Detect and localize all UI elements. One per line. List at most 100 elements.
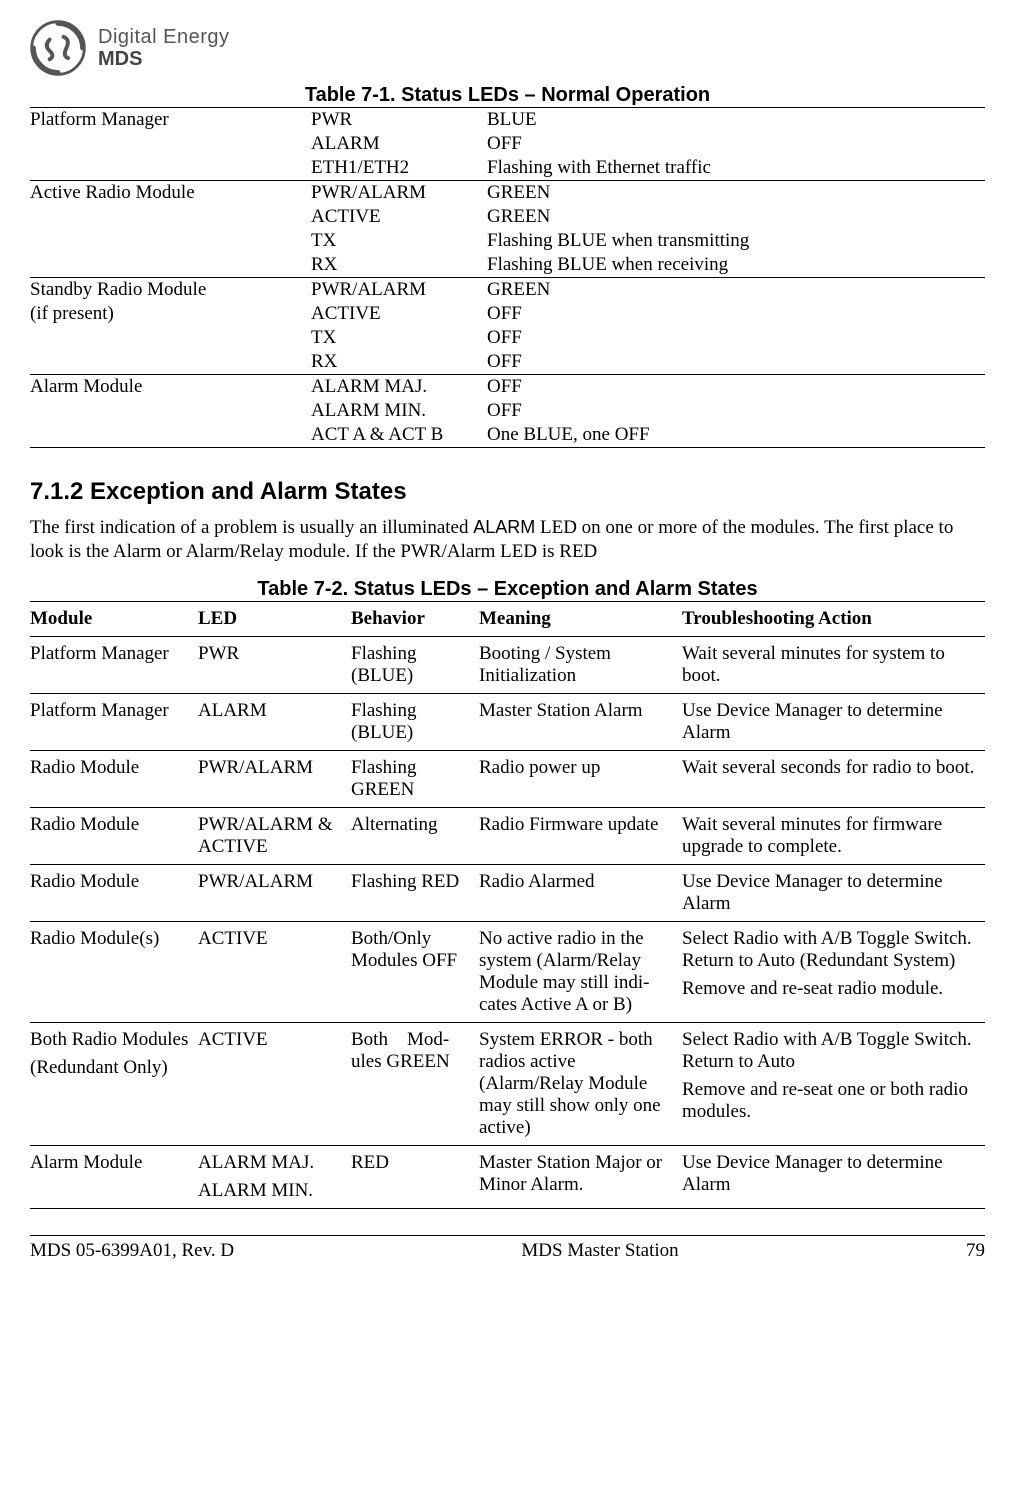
cell-text: System ERROR - both radios active (Alarm… — [479, 1029, 674, 1139]
column-header: Meaning — [479, 601, 682, 636]
module-cell — [30, 399, 311, 423]
c4-cell: No active radio in the system (Alarm/Rel… — [479, 921, 682, 1022]
c3-cell: RED — [351, 1145, 479, 1208]
c2-cell: ALARM MAJ. ALARM MIN. — [198, 1145, 351, 1208]
cell-text: ALARM MAJ. — [198, 1152, 343, 1174]
cell-text: Platform Manager — [30, 643, 190, 665]
led-cell: RX — [311, 253, 487, 278]
module-cell — [30, 229, 311, 253]
cell-text: ACTIVE — [198, 1029, 343, 1051]
module-cell — [30, 205, 311, 229]
c3-cell: Flashing RED — [351, 864, 479, 921]
c2-cell: ALARM — [198, 693, 351, 750]
c1-cell: Radio Module(s) — [30, 921, 198, 1022]
para-mono: ALARM — [473, 517, 535, 537]
cell-text: Use Device Manager to determine Alarm — [682, 700, 977, 744]
table-row: ALARMOFF — [30, 132, 985, 156]
module-cell — [30, 156, 311, 181]
cell-text: (Redundant Only) — [30, 1057, 190, 1079]
cell-text: PWR/ALARM — [198, 871, 343, 893]
cell-text: Radio Firmware update — [479, 814, 674, 836]
cell-text: Booting / System Initialization — [479, 643, 674, 687]
c3-cell: Flashing (BLUE) — [351, 636, 479, 693]
page-footer: MDS 05-6399A01, Rev. D MDS Master Statio… — [30, 1235, 985, 1262]
cell-text: Radio Module — [30, 814, 190, 836]
cell-text: Select Radio with A/B Toggle Switch. Ret… — [682, 928, 977, 972]
led-cell: TX — [311, 229, 487, 253]
module-cell: Alarm Module — [30, 375, 311, 400]
led-cell: ACT A & ACT B — [311, 423, 487, 448]
module-cell: Platform Manager — [30, 108, 311, 133]
column-header: LED — [198, 601, 351, 636]
c4-cell: Master Station Ma­jor or Minor Alarm. — [479, 1145, 682, 1208]
value-cell: OFF — [487, 132, 985, 156]
c5-cell: Wait several minutes for firmware upgrad… — [682, 807, 985, 864]
led-cell: PWR/ALARM — [311, 181, 487, 206]
table-row: Both Radio Modules(Redundant Only)ACTIVE… — [30, 1022, 985, 1145]
brand-line1: Digital Energy — [98, 26, 230, 48]
cell-text: PWR — [198, 643, 343, 665]
cell-text: No active radio in the system (Alarm/Rel… — [479, 928, 674, 1016]
table-row: TXOFF — [30, 326, 985, 350]
c4-cell: Radio Alarmed — [479, 864, 682, 921]
c5-cell: Select Radio with A/B Toggle Switch. Ret… — [682, 1022, 985, 1145]
table2-caption: Table 7-2. Status LEDs – Exception and A… — [30, 578, 985, 601]
value-cell: OFF — [487, 326, 985, 350]
led-cell: ACTIVE — [311, 302, 487, 326]
module-cell — [30, 423, 311, 448]
para-pre: The first indication of a problem is usu… — [30, 517, 473, 538]
c2-cell: PWR/ALARM — [198, 864, 351, 921]
cell-text: Master Station Ma­jor or Minor Alarm. — [479, 1152, 674, 1196]
c2-cell: ACTIVE — [198, 1022, 351, 1145]
table-row: Platform Manager PWR Flashing (BLUE)Bootin… — [30, 636, 985, 693]
table-row: Alarm ModuleALARM MAJ.OFF — [30, 375, 985, 400]
c3-cell: Both Mod­ules GREEN — [351, 1022, 479, 1145]
table-row: Radio ModulePWR/ALARMFlashing REDRadio A… — [30, 864, 985, 921]
cell-text: Radio Module(s) — [30, 928, 190, 950]
c1-cell: Both Radio Modules(Redundant Only) — [30, 1022, 198, 1145]
value-cell: BLUE — [487, 108, 985, 133]
cell-text: ALARM MIN. — [198, 1180, 343, 1202]
led-cell: ALARM — [311, 132, 487, 156]
c1-cell: Platform Manager — [30, 636, 198, 693]
brand-text: Digital Energy MDS — [98, 26, 230, 70]
c4-cell: System ERROR - both radios active (Alarm… — [479, 1022, 682, 1145]
c5-cell: Wait several minutes for system to boot. — [682, 636, 985, 693]
c3-cell: Both/Only Modules OFF — [351, 921, 479, 1022]
module-cell: (if present) — [30, 302, 311, 326]
column-header: Troubleshooting Action — [682, 601, 985, 636]
table1-caption: Table 7-1. Status LEDs – Normal Operatio… — [30, 84, 985, 107]
value-cell: OFF — [487, 375, 985, 400]
module-cell — [30, 132, 311, 156]
c2-cell: PWR — [198, 636, 351, 693]
cell-text: Flashing (BLUE) — [351, 700, 471, 744]
cell-text: PWR/ALARM & ACTIVE — [198, 814, 343, 858]
cell-text: PWR/ALARM — [198, 757, 343, 779]
cell-text: Master Station Alarm — [479, 700, 674, 722]
led-cell: PWR/ALARM — [311, 278, 487, 303]
c2-cell: PWR/ALARM — [198, 750, 351, 807]
module-cell: Standby Radio Module — [30, 278, 311, 303]
cell-text: Wait several minutes for system to boot. — [682, 643, 977, 687]
section-paragraph: The first indication of a problem is usu… — [30, 516, 985, 564]
led-cell: ALARM MIN. — [311, 399, 487, 423]
cell-text: Both Mod­ules GREEN — [351, 1029, 471, 1073]
column-header: Module — [30, 601, 198, 636]
cell-text: RED — [351, 1152, 471, 1174]
led-cell: TX — [311, 326, 487, 350]
c4-cell: Master Station Alarm — [479, 693, 682, 750]
module-cell — [30, 326, 311, 350]
brand-line2: MDS — [98, 48, 230, 70]
cell-text: ACTIVE — [198, 928, 343, 950]
cell-text: Use Device Manager to determine Alarm — [682, 871, 977, 915]
value-cell: Flashing with Ethernet traffic — [487, 156, 985, 181]
c1-cell: Alarm Module — [30, 1145, 198, 1208]
table-row: RXFlashing BLUE when receiving — [30, 253, 985, 278]
value-cell: OFF — [487, 350, 985, 375]
table-row: ALARM MIN.OFF — [30, 399, 985, 423]
c5-cell: Use Device Manager to determine Alarm — [682, 864, 985, 921]
table-row: (if present)ACTIVEOFF — [30, 302, 985, 326]
c1-cell: Radio Module — [30, 807, 198, 864]
c5-cell: Wait several seconds for radio to boot. — [682, 750, 985, 807]
value-cell: Flashing BLUE when receiving — [487, 253, 985, 278]
